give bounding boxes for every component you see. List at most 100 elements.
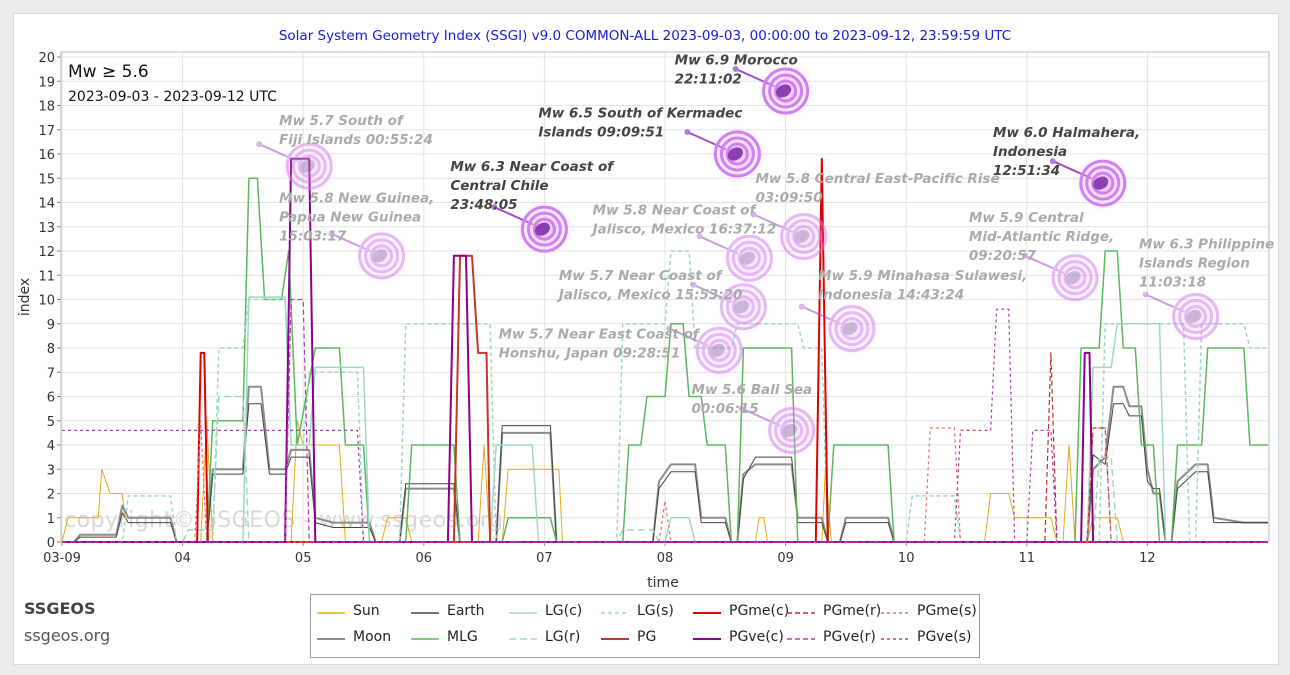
x-tick-label: 05	[295, 551, 312, 566]
series-line-pg	[62, 254, 1268, 543]
x-tick-label: 08	[657, 551, 674, 566]
y-tick-label: 2	[47, 488, 55, 503]
y-tick-label: 11	[38, 269, 55, 284]
chart-header-magnitude: Mw ≥ 5.6	[68, 62, 149, 82]
y-tick-label: 3	[47, 463, 55, 478]
legend-swatch	[317, 612, 345, 614]
legend-label: PGme(s)	[917, 603, 977, 619]
series-line-pgme-s	[62, 420, 1268, 543]
legend-swatch	[601, 612, 629, 614]
brand-url[interactable]: ssgeos.org	[24, 626, 111, 645]
legend-swatch	[693, 638, 721, 640]
y-tick-label: 17	[38, 124, 55, 139]
y-tick-label: 15	[38, 172, 55, 187]
brand-name: SSGEOS	[24, 599, 96, 618]
legend-label: PGve(c)	[729, 629, 784, 645]
y-tick-label: 14	[38, 197, 55, 212]
y-tick-label: 18	[38, 100, 55, 115]
x-tick-label: 11	[1019, 551, 1036, 566]
y-tick-label: 6	[47, 391, 55, 406]
x-tick-label: 04	[174, 551, 191, 566]
x-tick-label: 10	[898, 551, 915, 566]
earthquake-label: Mw 5.9 Central Mid-Atlantic Ridge, 09:20:5…	[969, 210, 1114, 264]
legend-label: Moon	[353, 629, 392, 645]
y-tick-label: 4	[47, 439, 55, 454]
y-tick-label: 13	[38, 221, 55, 236]
y-tick-label: 9	[47, 318, 55, 333]
earthquake-label: Mw 5.8 Central East-Pacific Rise 03:09:50	[755, 171, 999, 206]
y-axis-label: index	[17, 278, 33, 316]
x-tick-label: 09	[777, 551, 794, 566]
legend-swatch	[693, 612, 721, 614]
chart-header-range: 2023-09-03 - 2023-09-12 UTC	[68, 89, 277, 105]
legend-swatch	[509, 638, 537, 640]
legend-swatch	[787, 638, 815, 640]
earthquake-label: Mw 6.3 Philippine Islands Region 11:03:18	[1139, 237, 1274, 291]
series-line-lg-s	[62, 250, 1268, 543]
earthquake-marker	[491, 201, 573, 258]
legend-swatch	[411, 638, 439, 640]
earthquake-marker	[1142, 288, 1224, 345]
legend-label: PGme(c)	[729, 603, 790, 619]
earthquake-label: Mw 6.5 South of Kermadec Islands 09:09:51	[538, 106, 742, 141]
earthquake-label: Mw 5.7 Near East Coast of Honshu, Japan 0…	[499, 326, 701, 361]
chart-panel	[13, 13, 1279, 665]
y-tick-label: 5	[47, 415, 55, 430]
earthquake-label: Mw 5.6 Bali Sea 00:06:15	[692, 382, 813, 417]
x-tick-label: 07	[536, 551, 553, 566]
earthquake-label: Mw 5.7 South of Fiji Islands 00:55:24	[279, 113, 433, 148]
legend: Sun Earth LG(c) LG(s) PGme(c) PGme(r) PGme(s) M…	[310, 594, 980, 658]
legend-label: Sun	[353, 603, 380, 619]
legend-swatch	[509, 612, 537, 614]
series-line-pgve-s	[62, 308, 1268, 543]
legend-swatch	[881, 638, 909, 640]
legend-label: PG	[637, 629, 657, 645]
y-tick-label: 12	[38, 245, 55, 260]
y-tick-label: 7	[47, 366, 55, 381]
y-tick-label: 19	[38, 75, 55, 90]
y-tick-label: 8	[47, 342, 55, 357]
legend-label: LG(r)	[545, 629, 581, 645]
earthquake-marker	[666, 322, 748, 379]
legend-swatch	[787, 612, 815, 614]
earthquake-label: Mw 5.9 Minahasa Sulawesi, Indonesia 14:43…	[818, 268, 1027, 303]
y-tick-label: 1	[47, 512, 55, 527]
y-tick-label: 10	[38, 294, 55, 309]
earthquake-marker	[798, 300, 880, 357]
earthquake-label: Mw 5.7 Near Coast of Jalisco, Mexico 15:5…	[556, 268, 743, 303]
legend-label: LG(c)	[545, 603, 583, 619]
watermark: copyright© SSGEOS - www.ssgeos.org	[64, 508, 504, 533]
earthquake-marker	[684, 126, 766, 182]
legend-label: PGve(s)	[917, 629, 972, 645]
earthquake-marker	[738, 402, 820, 459]
legend-label: PGme(r)	[823, 603, 882, 619]
earthquake-marker	[1049, 155, 1131, 212]
legend-swatch	[601, 638, 629, 640]
legend-label: PGve(r)	[823, 629, 876, 645]
legend-swatch	[317, 638, 345, 640]
legend-label: MLG	[447, 629, 478, 645]
legend-label: LG(s)	[637, 603, 674, 619]
earthquake-label: Mw 5.8 Near Coast of Jalisco, Mexico 16:3…	[590, 203, 777, 238]
x-axis-label: time	[647, 575, 679, 591]
legend-label: Earth	[447, 603, 485, 619]
x-tick-label: 12	[1139, 551, 1156, 566]
earthquake-label: Mw 6.9 Morocco 22:11:02	[675, 52, 798, 87]
earthquake-marker	[732, 62, 814, 119]
y-tick-label: 0	[47, 536, 55, 551]
earthquake-label: Mw 6.3 Near Coast of Central Chile 23:48:0…	[450, 159, 615, 213]
earthquake-marker	[750, 208, 832, 265]
chart-title: Solar System Geometry Index (SSGI) v9.0 …	[278, 28, 1012, 44]
earthquake-marker	[256, 138, 338, 195]
x-tick-label: 03-09	[43, 551, 81, 566]
earthquake-marker	[690, 278, 772, 335]
earthquake-marker	[1022, 249, 1104, 306]
series-line-lg-r	[62, 395, 1268, 543]
earthquake-marker	[328, 227, 410, 284]
legend-swatch	[411, 612, 439, 614]
earthquake-label: Mw 6.0 Halmahera, Indonesia 12:51:34	[993, 125, 1140, 179]
earthquake-label: Mw 5.8 New Guinea, Papua New Guinea 15:03:…	[279, 191, 434, 245]
series-line-pgme-r	[62, 352, 1268, 543]
legend-swatch	[881, 612, 909, 614]
